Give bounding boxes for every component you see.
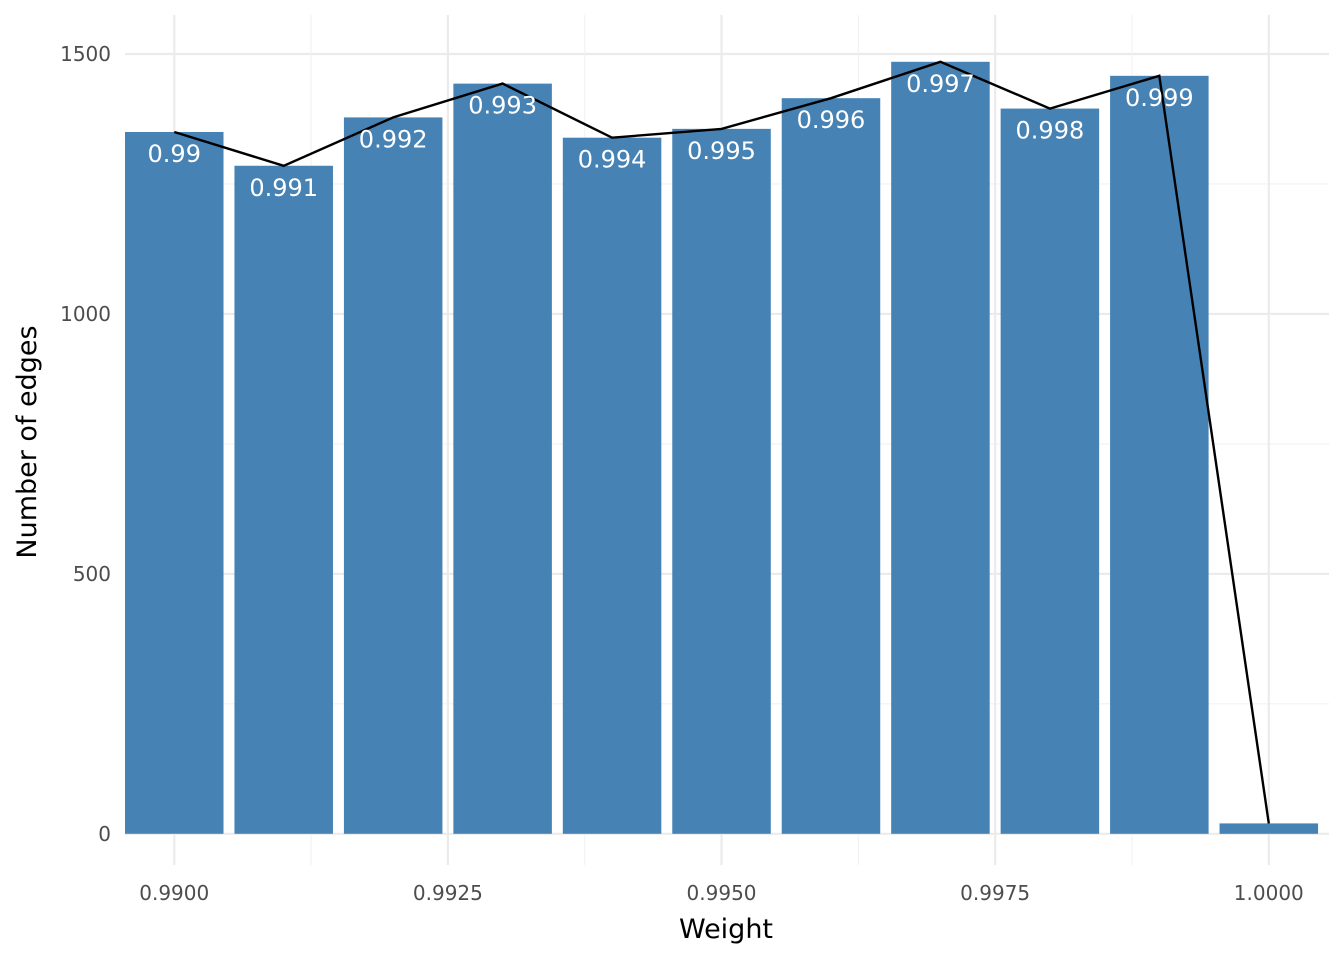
y-tick-label: 500 (73, 562, 111, 586)
y-axis-ticks: 0 500 1000 1500 (60, 42, 111, 846)
x-tick-label: 1.0000 (1234, 881, 1304, 905)
x-tick-label: 0.9950 (687, 881, 757, 905)
y-tick-label: 0 (98, 822, 111, 846)
bars (125, 61, 1319, 834)
bar-value-label: 0.99 (148, 140, 201, 168)
bar (453, 83, 552, 834)
bar-value-label: 0.995 (687, 137, 756, 165)
y-axis-title: Number of edges (12, 325, 43, 558)
bar-value-label: 0.997 (906, 70, 975, 98)
x-axis-ticks: 0.9900 0.9925 0.9950 0.9975 1.0000 (139, 881, 1304, 905)
x-tick-label: 0.9900 (139, 881, 209, 905)
bar-value-label: 0.999 (1125, 84, 1194, 112)
bar (1000, 108, 1100, 834)
bar-value-label: 0.996 (797, 106, 866, 134)
x-tick-label: 0.9975 (960, 881, 1030, 905)
bar (891, 61, 990, 834)
bar (125, 131, 224, 834)
bar (562, 137, 662, 834)
bar (343, 117, 443, 834)
y-tick-label: 1500 (60, 42, 111, 66)
bar-value-label: 0.991 (249, 174, 318, 202)
bar-value-label: 0.993 (468, 92, 537, 120)
bar (1110, 75, 1209, 834)
x-axis-title: Weight (679, 914, 773, 945)
y-tick-label: 1000 (60, 302, 111, 326)
bar-value-label: 0.998 (1016, 117, 1085, 145)
bar (1219, 823, 1319, 834)
bar-labels: 0.99 0.991 0.992 0.993 0.994 0.995 0.996 0.997 0… (148, 70, 1194, 202)
trend-line (173, 60, 1270, 824)
bar-value-label: 0.992 (359, 125, 428, 153)
x-tick-label: 0.9925 (413, 881, 483, 905)
bar (781, 98, 881, 834)
bar (234, 165, 333, 834)
trend-line-layer (173, 60, 1270, 824)
bar-value-label: 0.994 (578, 146, 647, 174)
bar (672, 128, 771, 834)
